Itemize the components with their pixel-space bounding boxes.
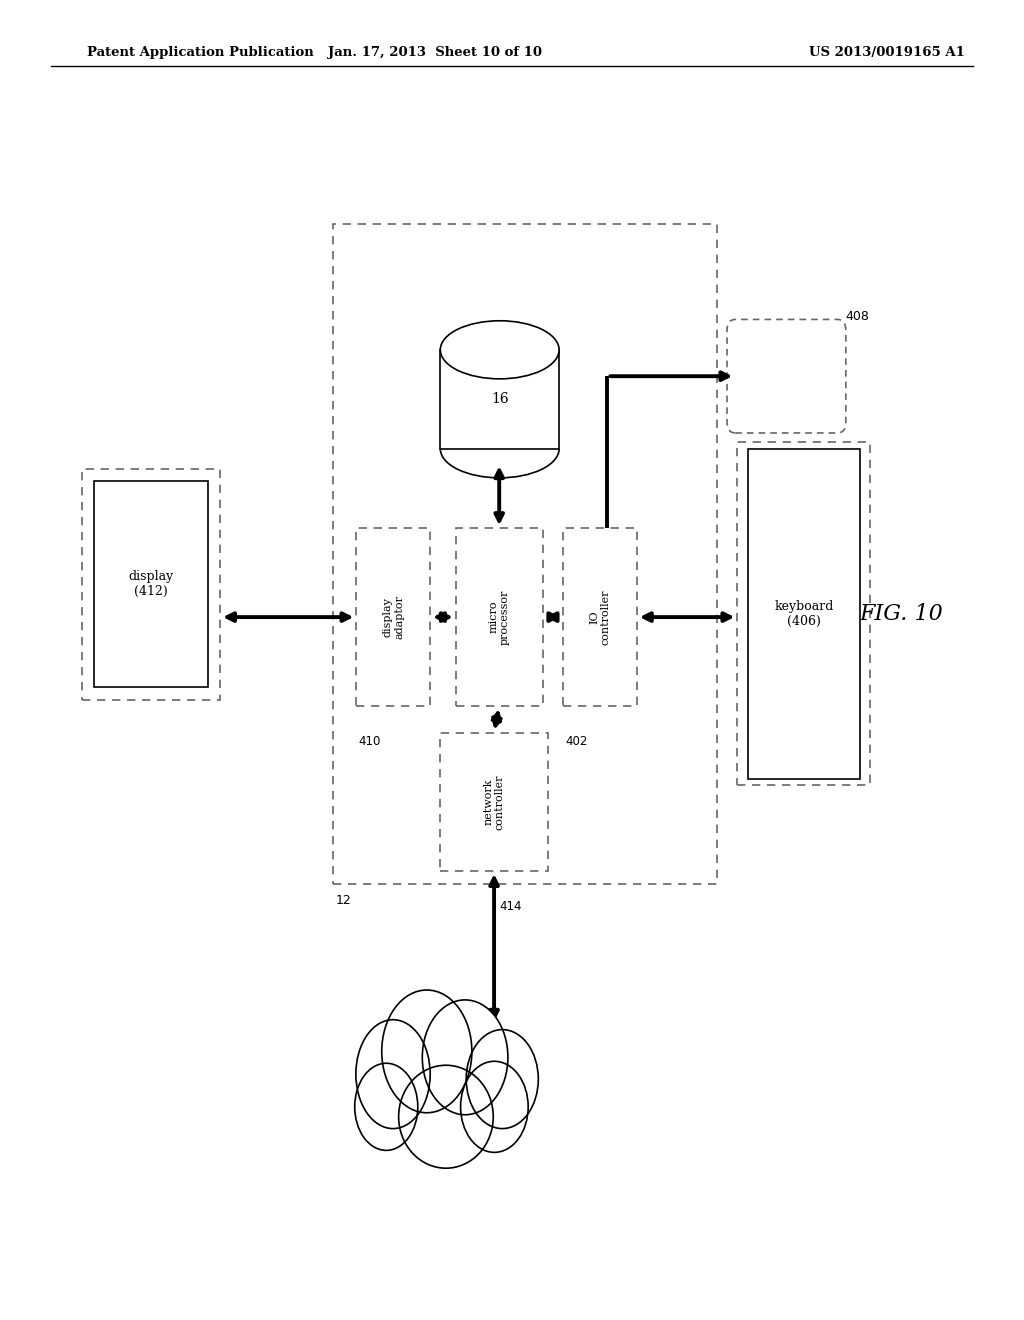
Ellipse shape xyxy=(440,321,559,379)
Text: 414: 414 xyxy=(500,900,521,913)
Text: keyboard
(406): keyboard (406) xyxy=(774,599,834,628)
Bar xyxy=(456,528,543,706)
Bar xyxy=(333,224,717,884)
Ellipse shape xyxy=(398,1065,494,1168)
Text: 400: 400 xyxy=(458,735,480,748)
Bar xyxy=(82,469,220,700)
Bar xyxy=(440,350,559,449)
Ellipse shape xyxy=(466,1030,539,1129)
Ellipse shape xyxy=(382,990,472,1113)
Bar xyxy=(440,733,548,871)
Text: 16: 16 xyxy=(490,392,509,407)
Text: display
adaptor: display adaptor xyxy=(382,595,404,639)
Bar xyxy=(356,528,430,706)
Ellipse shape xyxy=(354,1064,418,1151)
Text: US 2013/0019165 A1: US 2013/0019165 A1 xyxy=(809,46,965,59)
Text: Jan. 17, 2013  Sheet 10 of 10: Jan. 17, 2013 Sheet 10 of 10 xyxy=(329,46,542,59)
Text: 410: 410 xyxy=(358,735,381,748)
Text: 408: 408 xyxy=(846,310,869,323)
Bar xyxy=(737,442,870,785)
FancyBboxPatch shape xyxy=(727,319,846,433)
Text: 12: 12 xyxy=(336,894,351,907)
Bar xyxy=(748,449,860,779)
Ellipse shape xyxy=(422,1001,508,1114)
Bar xyxy=(563,528,637,706)
Text: display
(412): display (412) xyxy=(128,570,174,598)
Ellipse shape xyxy=(461,1061,528,1152)
Ellipse shape xyxy=(355,1019,430,1129)
Text: 402: 402 xyxy=(565,735,588,748)
Text: network
controller: network controller xyxy=(483,774,505,830)
Text: network (14): network (14) xyxy=(399,1097,481,1110)
Bar xyxy=(94,482,208,686)
Text: IO
controller: IO controller xyxy=(589,589,611,645)
Text: micro
processor: micro processor xyxy=(488,590,510,644)
Text: Patent Application Publication: Patent Application Publication xyxy=(87,46,313,59)
Text: FIG. 10: FIG. 10 xyxy=(859,603,943,624)
